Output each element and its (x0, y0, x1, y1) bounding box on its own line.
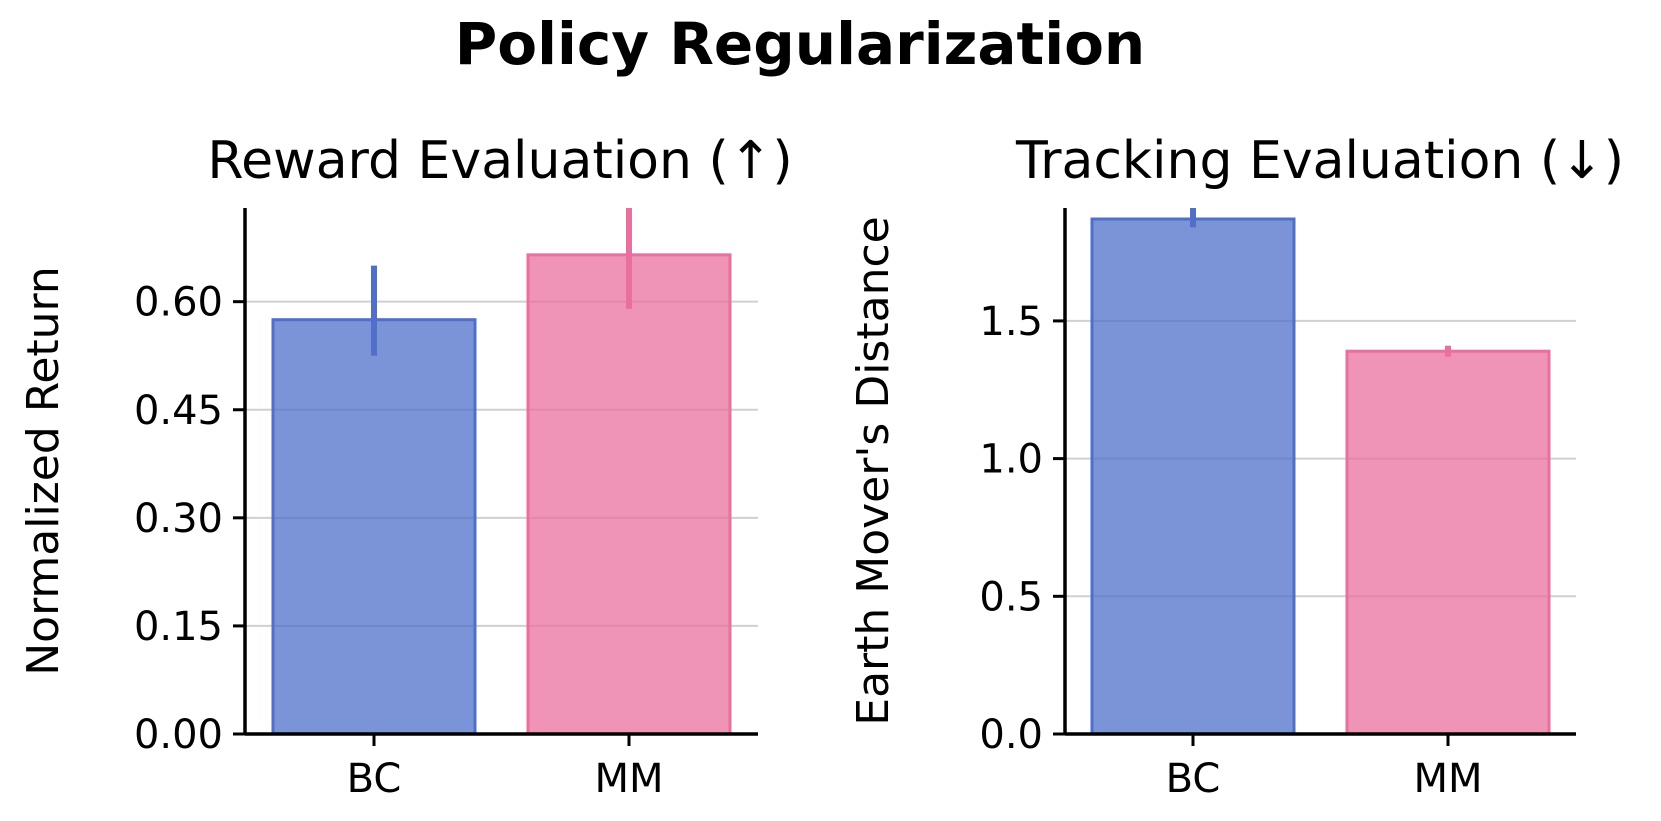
y-tick-label: 1.0 (979, 437, 1043, 483)
tracking-evaluation-panel: BC MM 0.0 0.5 1.0 1.5 Tracking Evaluation (↓) E… (848, 131, 1624, 802)
y-axis-label: Normalized Return (18, 266, 69, 676)
y-tick-label: 0.0 (979, 712, 1043, 758)
y-tick-label: 0.30 (134, 496, 223, 542)
bar-mm (526, 253, 732, 736)
reward-evaluation-panel: BC MM 0.00 0.15 0.30 0.45 0.60 Reward Evaluatio… (18, 131, 793, 802)
y-tick-label: 0.00 (134, 712, 223, 758)
x-tick-label: MM (1413, 756, 1482, 802)
y-tick-label: 1.5 (979, 299, 1043, 345)
bar-bc (1090, 217, 1296, 736)
bar-mm (1345, 349, 1551, 736)
figure-title: Policy Regularization (454, 10, 1146, 78)
y-tick-label: 0.15 (134, 604, 223, 650)
x-tick-label: BC (347, 756, 402, 802)
panel-title: Tracking Evaluation (↓) (1015, 131, 1624, 191)
y-tick-label: 0.45 (134, 388, 223, 434)
y-axis-label: Earth Mover's Distance (848, 216, 899, 725)
x-tick-label: BC (1166, 756, 1221, 802)
x-tick-label: MM (594, 756, 663, 802)
y-tick-label: 0.5 (979, 574, 1043, 620)
y-tick-label: 0.60 (134, 280, 223, 326)
bar-bc (271, 318, 477, 736)
panel-title: Reward Evaluation (↑) (207, 131, 792, 191)
